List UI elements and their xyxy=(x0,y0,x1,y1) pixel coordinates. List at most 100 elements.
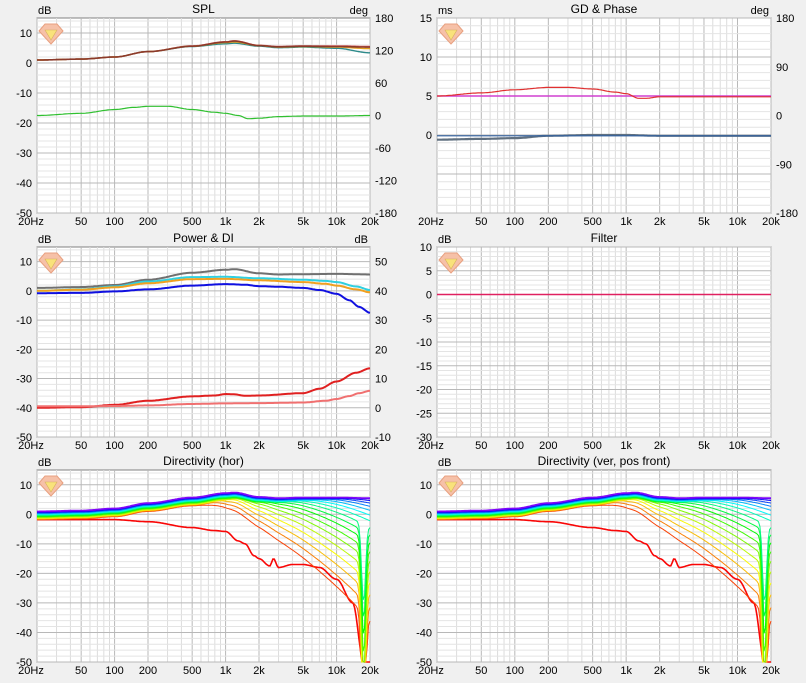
y-tick-label: -50 xyxy=(16,432,32,444)
x-tick-label: 100 xyxy=(105,440,123,452)
y-tick-label: 0 xyxy=(426,509,432,521)
x-tick-label: 200 xyxy=(539,216,557,228)
y-tick-label: 10 xyxy=(20,257,32,269)
y-tick-label: 0 xyxy=(26,58,32,70)
y-tick-label: 15 xyxy=(420,13,432,25)
y2-tick-label: -10 xyxy=(375,432,391,444)
y2-tick-label: 0 xyxy=(375,403,381,415)
y-tick-label: -20 xyxy=(16,118,32,130)
x-tick-label: 50 xyxy=(475,216,487,228)
x-tick-label: 1k xyxy=(620,665,632,677)
x-tick-label: 500 xyxy=(183,665,201,677)
y-tick-label: 10 xyxy=(420,480,432,492)
x-tick-label: 20Hz xyxy=(418,440,444,452)
series-line xyxy=(37,105,370,120)
series-line xyxy=(437,86,771,99)
y-tick-label: 0 xyxy=(426,130,432,142)
x-tick-label: 5k xyxy=(698,440,710,452)
y2-tick-label: 60 xyxy=(375,78,387,90)
y2-tick-label: 0 xyxy=(776,111,782,123)
x-tick-label: 10k xyxy=(328,216,346,228)
x-tick-label: 5k xyxy=(297,216,309,228)
chart-title: SPL xyxy=(192,2,215,16)
x-tick-label: 20k xyxy=(361,440,379,452)
x-tick-label: 100 xyxy=(105,665,123,677)
x-tick-label: 500 xyxy=(583,440,601,452)
y-tick-label: 10 xyxy=(420,242,432,254)
chart-title: Power & DI xyxy=(173,231,234,245)
x-tick-label: 2k xyxy=(253,216,265,228)
x-tick-label: 1k xyxy=(220,665,232,677)
left-unit-label: ms xyxy=(438,5,453,17)
chart-panel-6: Directivity (ver, pos front)dB100-10-20-… xyxy=(416,454,780,677)
chart-title: Filter xyxy=(591,231,618,245)
y-tick-label: -50 xyxy=(16,208,32,220)
y2-tick-label: 20 xyxy=(375,344,387,356)
x-tick-label: 5k xyxy=(698,216,710,228)
right-unit-label: dB xyxy=(355,234,368,246)
x-tick-label: 500 xyxy=(183,440,201,452)
x-tick-label: 20Hz xyxy=(18,665,44,677)
x-tick-label: 200 xyxy=(539,665,557,677)
x-tick-label: 10k xyxy=(328,440,346,452)
y-tick-label: -5 xyxy=(422,313,432,325)
y-tick-label: -40 xyxy=(16,627,32,639)
x-tick-label: 20Hz xyxy=(18,440,44,452)
y2-tick-label: 30 xyxy=(375,315,387,327)
x-tick-label: 2k xyxy=(654,440,666,452)
x-tick-label: 10k xyxy=(729,440,747,452)
x-tick-label: 5k xyxy=(698,665,710,677)
x-tick-label: 10k xyxy=(729,216,747,228)
x-tick-label: 2k xyxy=(654,665,666,677)
x-tick-label: 1k xyxy=(220,440,232,452)
x-tick-label: 5k xyxy=(297,665,309,677)
plot-area xyxy=(36,246,371,438)
logo-inner-icon xyxy=(444,481,458,493)
y-tick-label: -10 xyxy=(16,539,32,551)
y2-tick-label: -90 xyxy=(776,159,792,171)
y2-tick-label: 40 xyxy=(375,286,387,298)
x-tick-label: 2k xyxy=(253,665,265,677)
y-tick-label: -10 xyxy=(16,315,32,327)
series-line xyxy=(37,40,370,61)
y-tick-label: 5 xyxy=(426,266,432,278)
right-unit-label: deg xyxy=(751,5,769,17)
directivity-curve xyxy=(437,491,771,513)
y-tick-label: -30 xyxy=(16,598,32,610)
logo-inner-icon xyxy=(444,29,458,41)
y-tick-label: 10 xyxy=(420,52,432,64)
y-tick-label: -40 xyxy=(16,403,32,415)
y-tick-label: -20 xyxy=(16,344,32,356)
x-tick-label: 50 xyxy=(475,440,487,452)
y-tick-label: -25 xyxy=(416,408,432,420)
y-tick-label: -15 xyxy=(416,361,432,373)
x-tick-label: 20Hz xyxy=(18,216,44,228)
x-tick-label: 100 xyxy=(105,216,123,228)
chart-title: GD & Phase xyxy=(571,2,638,16)
y-tick-label: 0 xyxy=(426,290,432,302)
y-tick-label: -50 xyxy=(16,657,32,669)
chart-panel-5: Directivity (hor)dB100-10-20-30-40-5020H… xyxy=(16,454,379,677)
y-tick-label: -10 xyxy=(416,337,432,349)
x-tick-label: 100 xyxy=(506,665,524,677)
y-tick-label: -50 xyxy=(416,657,432,669)
y-tick-label: 10 xyxy=(20,480,32,492)
x-tick-label: 50 xyxy=(75,665,87,677)
chart-title: Directivity (ver, pos front) xyxy=(538,454,671,468)
left-unit-label: dB xyxy=(38,5,51,17)
series-line xyxy=(37,389,371,408)
x-tick-label: 1k xyxy=(620,440,632,452)
y-tick-label: -30 xyxy=(16,148,32,160)
x-tick-label: 20Hz xyxy=(418,665,444,677)
x-tick-label: 100 xyxy=(506,216,524,228)
x-tick-label: 10k xyxy=(328,665,346,677)
y2-tick-label: 10 xyxy=(375,374,387,386)
x-tick-label: 20Hz xyxy=(418,216,444,228)
x-tick-label: 20k xyxy=(762,216,780,228)
y2-tick-label: -120 xyxy=(375,176,397,188)
x-tick-label: 50 xyxy=(75,440,87,452)
y-tick-label: -30 xyxy=(416,598,432,610)
